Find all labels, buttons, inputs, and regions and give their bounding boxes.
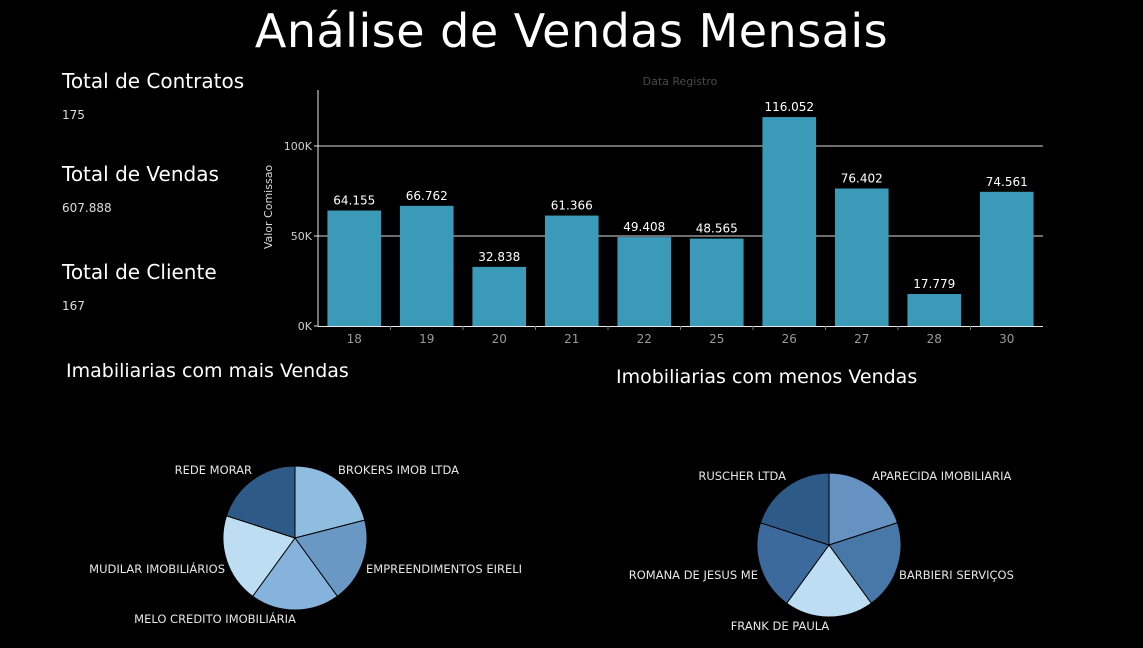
y-tick-label: 0K	[298, 320, 313, 333]
bar-data-label: 61.366	[551, 199, 593, 213]
bar-data-label: 17.779	[913, 277, 955, 291]
bar-data-label: 66.762	[406, 189, 448, 203]
x-tick-label: 28	[927, 332, 942, 346]
bar-data-label: 64.155	[333, 194, 375, 208]
bar	[327, 210, 382, 326]
bar	[907, 293, 962, 326]
kpi-cliente-value: 167	[62, 299, 85, 313]
pie-slice	[828, 472, 899, 546]
pie-slice	[251, 537, 339, 611]
pie-slice	[222, 515, 296, 597]
x-tick-label: 30	[999, 332, 1014, 346]
pie-slice-label: EMPREENDIMENTOS EIRELI	[366, 562, 522, 576]
y-tick-label: 100K	[284, 140, 313, 153]
x-tick-label: 20	[492, 332, 507, 346]
y-axis-title: Valor Comissao	[262, 165, 275, 250]
bar	[979, 191, 1034, 326]
bar	[762, 117, 817, 326]
pie-slice-label: RUSCHER LTDA	[698, 469, 786, 483]
x-tick-label: 19	[419, 332, 434, 346]
bar	[472, 266, 527, 326]
page-title: Análise de Vendas Mensais	[254, 4, 889, 58]
kpi-contratos-label: Total de Contratos	[62, 69, 245, 93]
pie-slice-label: MUDILAR IMOBILIÁRIOS	[89, 561, 225, 576]
pie-slice-label: BARBIERI SERVIÇOS	[899, 568, 1014, 582]
kpi-cliente-label: Total de Cliente	[62, 260, 217, 284]
kpi-vendas-value: 607.888	[62, 201, 112, 215]
pie-slice-label: REDE MORAR	[175, 463, 252, 477]
bar	[544, 215, 599, 326]
bar	[689, 238, 744, 326]
bar	[399, 205, 454, 326]
pie-slice-label: APARECIDA IMOBILIARIA	[872, 469, 1011, 483]
bar-data-label: 74.561	[986, 175, 1028, 189]
x-tick-label: 21	[564, 332, 579, 346]
kpi-vendas-label: Total de Vendas	[62, 162, 219, 186]
x-tick-label: 27	[854, 332, 869, 346]
pie-slice-label: MELO CREDITO IMOBILIÁRIA	[134, 611, 296, 626]
y-tick-label: 50K	[291, 230, 313, 243]
pie-slice-label: ROMANA DE JESUS ME	[629, 568, 758, 582]
bar-data-label: 48.565	[696, 222, 738, 236]
pie-slice	[756, 522, 830, 604]
x-tick-label: 26	[782, 332, 797, 346]
bar-data-label: 116.052	[764, 100, 814, 114]
pie-slice	[828, 522, 902, 604]
pie-slice	[785, 544, 873, 618]
bar	[617, 237, 672, 326]
pie-slice	[759, 472, 830, 546]
pie-slice-label: BROKERS IMOB LTDA	[338, 463, 459, 477]
pie-slice	[294, 465, 366, 539]
bar-data-label: 32.838	[478, 250, 520, 264]
pie-top-title: Imabiliarias com mais Vendas	[66, 360, 349, 382]
pie-slice-label: FRANK DE PAULA	[731, 619, 830, 633]
x-tick-label: 22	[637, 332, 652, 346]
bar	[834, 188, 889, 326]
x-tick-label: 18	[347, 332, 362, 346]
x-axis-title: Data Registro	[643, 75, 718, 88]
kpi-contratos-value: 175	[62, 108, 85, 122]
pie-slice	[225, 465, 296, 539]
pie-slice	[294, 519, 368, 597]
bar-data-label: 49.408	[623, 220, 665, 234]
bar-data-label: 76.402	[841, 171, 883, 185]
x-tick-label: 25	[709, 332, 724, 346]
pie-bottom-title: Imobiliarias com menos Vendas	[616, 366, 918, 388]
